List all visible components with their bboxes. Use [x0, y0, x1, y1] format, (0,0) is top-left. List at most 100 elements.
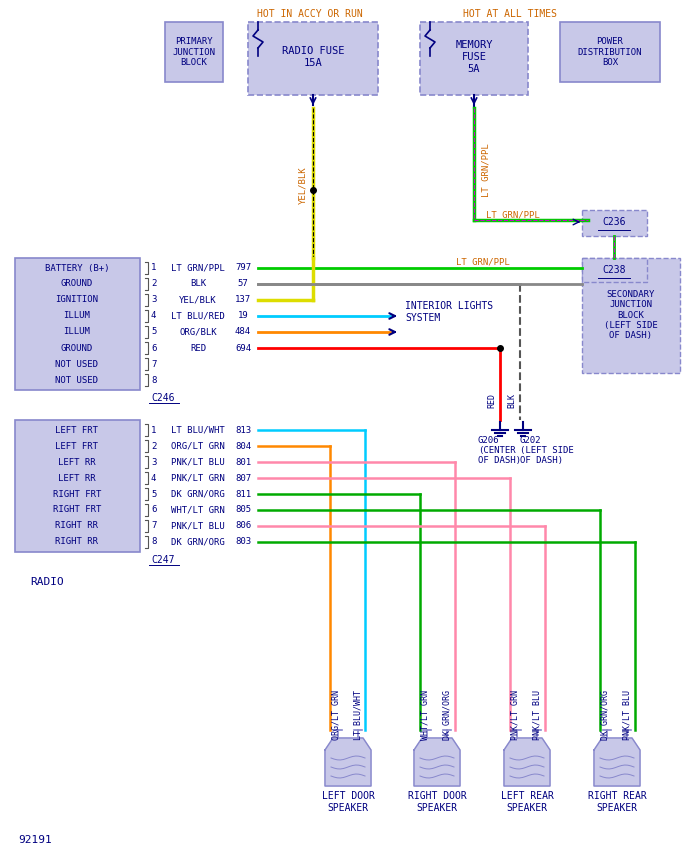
Text: 137: 137 [235, 296, 251, 304]
Text: DK GRN/ORG: DK GRN/ORG [442, 690, 451, 740]
Text: RED: RED [190, 343, 206, 353]
Text: RED: RED [487, 393, 497, 407]
Text: WHT/LT GRN: WHT/LT GRN [171, 506, 225, 514]
Text: 5: 5 [151, 490, 156, 498]
Text: ORG/LT GRN: ORG/LT GRN [332, 690, 341, 740]
Text: POWER
DISTRIBUTION
BOX: POWER DISTRIBUTION BOX [578, 37, 642, 67]
Bar [15, 258, 140, 390]
Text: 803: 803 [235, 537, 251, 547]
Text: (CENTER: (CENTER [478, 445, 515, 455]
Text: RIGHT FRT: RIGHT FRT [53, 506, 101, 514]
Text: 484: 484 [235, 327, 251, 337]
Bar [582, 258, 680, 373]
Text: DK GRN/ORG: DK GRN/ORG [171, 537, 225, 547]
Text: 804: 804 [235, 441, 251, 451]
Text: ILLUM: ILLUM [64, 311, 91, 320]
Text: 2: 2 [151, 280, 156, 288]
Text: RADIO: RADIO [30, 577, 64, 587]
Text: BATTERY (B+): BATTERY (B+) [45, 264, 109, 273]
Text: LT GRN/PPL: LT GRN/PPL [486, 211, 540, 219]
Text: BLK: BLK [190, 280, 206, 288]
Text: GROUND: GROUND [61, 343, 93, 353]
Text: 19: 19 [238, 311, 248, 320]
Text: YEL/BLK: YEL/BLK [179, 296, 217, 304]
Text: 806: 806 [235, 522, 251, 530]
Text: LT GRN/PPL: LT GRN/PPL [482, 143, 491, 197]
Text: DK GRN/ORG: DK GRN/ORG [171, 490, 225, 498]
Text: 92191: 92191 [18, 835, 52, 845]
Text: SECONDARY
JUNCTION
BLOCK
(LEFT SIDE
OF DASH): SECONDARY JUNCTION BLOCK (LEFT SIDE OF D… [604, 290, 658, 340]
Text: 811: 811 [235, 490, 251, 498]
Text: 6: 6 [151, 506, 156, 514]
Text: WHT/LT GRN: WHT/LT GRN [421, 690, 430, 740]
Text: PNK/LT GRN: PNK/LT GRN [171, 473, 225, 483]
Text: OF DASH): OF DASH) [478, 456, 521, 464]
Text: LEFT DOOR
SPEAKER: LEFT DOOR SPEAKER [321, 791, 375, 813]
Bar [582, 210, 647, 236]
Text: LEFT FRT: LEFT FRT [55, 426, 99, 434]
Text: G202: G202 [520, 435, 542, 445]
Text: ORG/LT GRN: ORG/LT GRN [171, 441, 225, 451]
Text: LT GRN/PPL: LT GRN/PPL [171, 264, 225, 273]
Bar [165, 22, 223, 82]
Text: 801: 801 [235, 457, 251, 467]
Polygon shape [594, 738, 640, 786]
Text: LEFT RR: LEFT RR [58, 473, 96, 483]
Text: 807: 807 [235, 473, 251, 483]
Bar [15, 420, 140, 552]
Bar [582, 258, 647, 282]
Text: NOT USED: NOT USED [55, 360, 99, 369]
Text: PNK/LT BLU: PNK/LT BLU [533, 690, 542, 740]
Text: 1: 1 [151, 264, 156, 273]
Text: 57: 57 [238, 280, 248, 288]
Text: 2: 2 [151, 441, 156, 451]
Text: 797: 797 [235, 264, 251, 273]
Text: 8: 8 [151, 537, 156, 547]
Text: 4: 4 [151, 473, 156, 483]
Text: PRIMARY
JUNCTION
BLOCK: PRIMARY JUNCTION BLOCK [173, 37, 216, 67]
Text: LT GRN/PPL: LT GRN/PPL [456, 258, 510, 267]
Text: LEFT RR: LEFT RR [58, 457, 96, 467]
Bar [420, 22, 528, 95]
Text: RIGHT FRT: RIGHT FRT [53, 490, 101, 498]
Bar [248, 22, 378, 95]
Text: LT BLU/RED: LT BLU/RED [171, 311, 225, 320]
Polygon shape [504, 738, 550, 786]
Text: 1: 1 [151, 426, 156, 434]
Text: LEFT REAR
SPEAKER: LEFT REAR SPEAKER [500, 791, 553, 813]
Text: LEFT FRT: LEFT FRT [55, 441, 99, 451]
Text: 8: 8 [151, 376, 156, 384]
Text: HOT IN ACCY OR RUN: HOT IN ACCY OR RUN [257, 9, 363, 19]
Text: 6: 6 [151, 343, 156, 353]
Text: IGNITION: IGNITION [55, 296, 99, 304]
Text: YEL/BLK: YEL/BLK [299, 167, 307, 204]
Text: MEMORY
FUSE
5A: MEMORY FUSE 5A [455, 41, 493, 74]
Text: 805: 805 [235, 506, 251, 514]
Text: C247: C247 [151, 555, 175, 565]
Polygon shape [414, 738, 460, 786]
Text: RADIO FUSE
15A: RADIO FUSE 15A [282, 46, 344, 68]
Text: LT BLU/WHT: LT BLU/WHT [171, 426, 225, 434]
Text: PNK/LT BLU: PNK/LT BLU [171, 457, 225, 467]
Text: 7: 7 [151, 522, 156, 530]
Polygon shape [325, 738, 371, 786]
Text: G206: G206 [478, 435, 500, 445]
Text: C236: C236 [603, 217, 626, 227]
Text: PNK/LT BLU: PNK/LT BLU [623, 690, 632, 740]
Text: LT BLU/WHT: LT BLU/WHT [354, 690, 363, 740]
Text: 7: 7 [151, 360, 156, 369]
Text: PNK/LT BLU: PNK/LT BLU [171, 522, 225, 530]
Text: ORG/BLK: ORG/BLK [179, 327, 217, 337]
Text: OF DASH): OF DASH) [520, 456, 563, 464]
Text: INTERIOR LIGHTS
SYSTEM: INTERIOR LIGHTS SYSTEM [405, 301, 493, 323]
Text: HOT AT ALL TIMES: HOT AT ALL TIMES [463, 9, 557, 19]
Text: RIGHT REAR
SPEAKER: RIGHT REAR SPEAKER [587, 791, 646, 813]
Text: 813: 813 [235, 426, 251, 434]
Text: C238: C238 [603, 265, 626, 275]
Text: C246: C246 [151, 393, 175, 403]
Text: RIGHT RR: RIGHT RR [55, 537, 99, 547]
Text: DK GRN/ORG: DK GRN/ORG [600, 690, 609, 740]
Text: GROUND: GROUND [61, 280, 93, 288]
Text: 5: 5 [151, 327, 156, 337]
Text: (LEFT SIDE: (LEFT SIDE [520, 445, 574, 455]
